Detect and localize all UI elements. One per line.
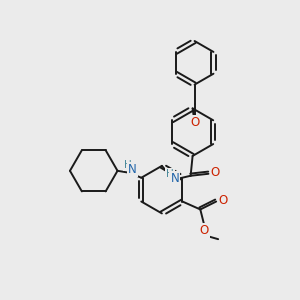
Text: O: O bbox=[200, 224, 209, 237]
Text: O: O bbox=[218, 194, 228, 207]
Text: O: O bbox=[211, 166, 220, 179]
Text: H: H bbox=[166, 169, 174, 179]
Text: O: O bbox=[190, 116, 199, 129]
Text: N: N bbox=[170, 172, 179, 185]
Text: N: N bbox=[128, 163, 137, 176]
Text: H: H bbox=[124, 160, 131, 170]
